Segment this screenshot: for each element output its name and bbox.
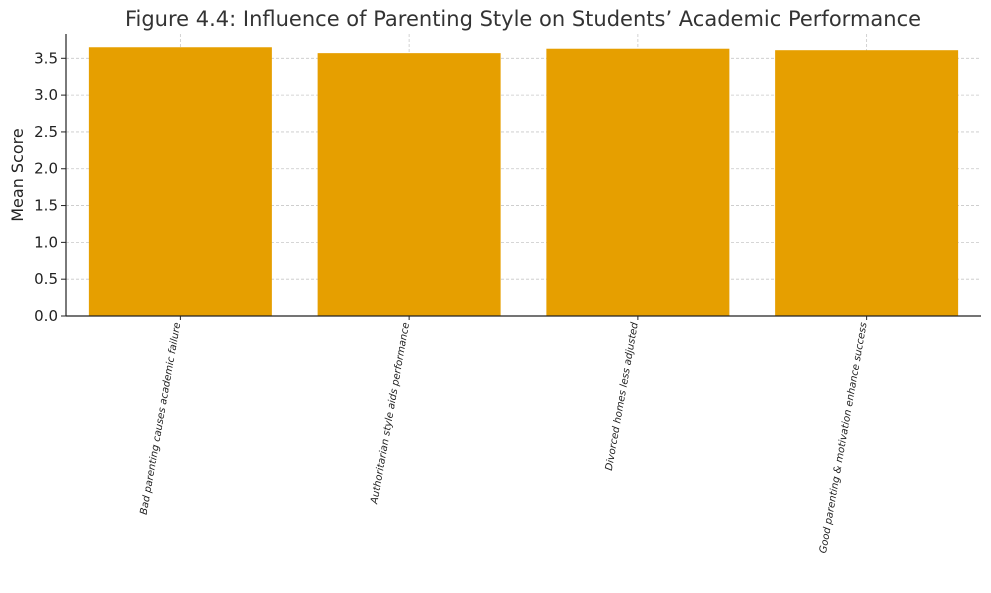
bar-layer (88, 47, 959, 317)
y-tick-label: 1.5 (34, 197, 58, 215)
y-axis-label: Mean Score (8, 128, 27, 222)
y-tick-label: 2.5 (34, 123, 58, 141)
y-tick-label: 0.5 (34, 270, 58, 288)
y-tick-label: 1.0 (34, 233, 58, 251)
y-tick-label: 3.0 (34, 86, 58, 104)
bar (546, 48, 730, 316)
axis-layer (65, 34, 981, 317)
x-tick-label: Bad parenting causes academic failure (139, 322, 184, 516)
bar (88, 47, 272, 316)
y-tick-label: 3.5 (34, 49, 58, 67)
bar (317, 53, 501, 316)
x-tick-label: Authoritarian style aids performance (369, 322, 412, 506)
bar (775, 50, 959, 317)
x-tick-label: Divorced homes less adjusted (604, 321, 641, 472)
y-tick-label: 2.0 (34, 160, 58, 178)
x-tick-label: Good parenting & motivation enhance succ… (818, 322, 870, 555)
y-tick-label: 0.0 (34, 307, 58, 325)
chart-title: Figure 4.4: Influence of Parenting Style… (125, 7, 921, 31)
